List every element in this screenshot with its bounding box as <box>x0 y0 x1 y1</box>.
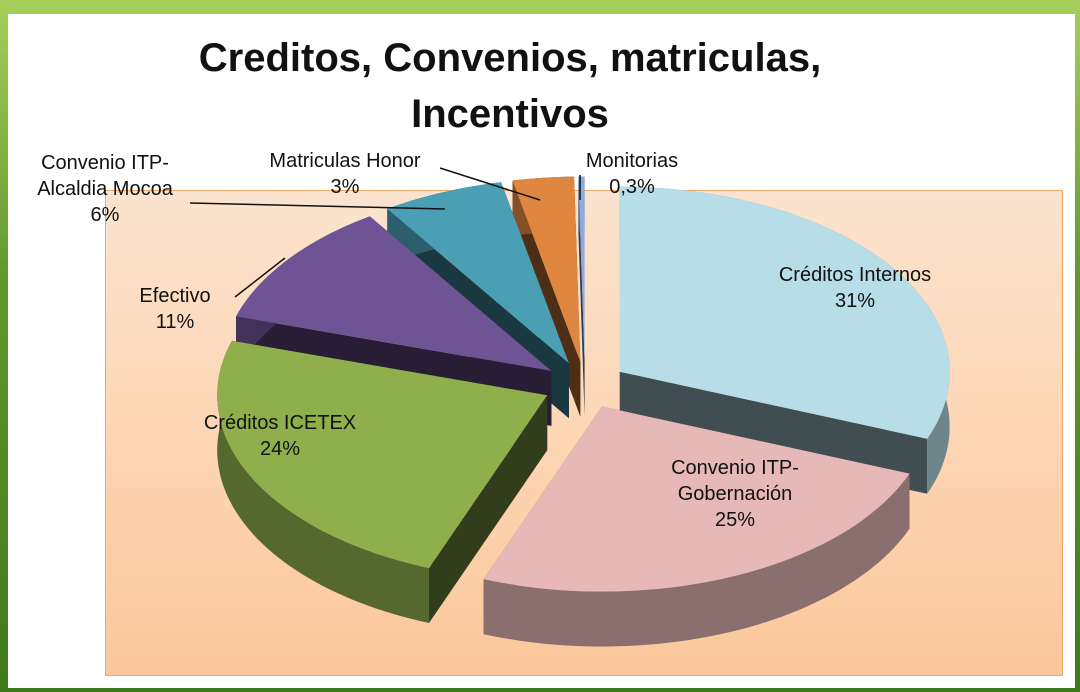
data-label: Monitorias 0,3% <box>557 148 707 200</box>
leader-line <box>234 257 286 298</box>
category-label: Monitorias <box>585 150 679 172</box>
pie-slice <box>217 340 548 568</box>
leader-line <box>439 167 541 201</box>
slice-radial-side <box>578 176 585 417</box>
data-label: Efectivo 11% <box>100 283 250 335</box>
slice-group <box>483 406 910 647</box>
data-label: Convenio ITP-Alcaldia Mocoa 6% <box>10 150 200 228</box>
category-label: Convenio ITP-Gobernación <box>671 457 799 505</box>
pie-slice <box>236 216 552 371</box>
chart-title: Creditos, Convenios, matriculas, Incenti… <box>198 36 822 136</box>
slice-radial-side <box>429 395 548 623</box>
value-label: 24% <box>259 438 301 460</box>
slice-group <box>217 340 548 623</box>
slice-side <box>217 340 429 623</box>
slice-side <box>483 473 910 647</box>
data-label: Créditos ICETEX 24% <box>180 410 380 462</box>
pie-slice <box>619 186 950 439</box>
pie-slice <box>512 176 581 362</box>
value-label: 11% <box>155 311 195 333</box>
leader-line <box>189 202 446 210</box>
category-label: Convenio ITP-Alcaldia Mocoa <box>37 152 173 200</box>
category-label: Créditos ICETEX <box>203 412 357 434</box>
category-label: Efectivo <box>139 285 211 307</box>
value-label: 6% <box>90 204 120 226</box>
pie-slice <box>387 182 569 364</box>
value-label: 31% <box>834 290 876 312</box>
data-label: Créditos Internos 31% <box>755 262 955 314</box>
category-label: Matriculas Honor <box>269 150 421 172</box>
pie-slice <box>483 406 910 592</box>
category-label: Créditos Internos <box>778 264 932 286</box>
pie-slice <box>578 176 585 362</box>
value-label: 0,3% <box>609 176 655 198</box>
data-label: Matriculas Honor 3% <box>245 148 445 200</box>
data-label: Convenio ITP-Gobernación 25% <box>650 455 820 533</box>
value-label: 3% <box>330 176 360 198</box>
value-label: 25% <box>714 509 756 531</box>
